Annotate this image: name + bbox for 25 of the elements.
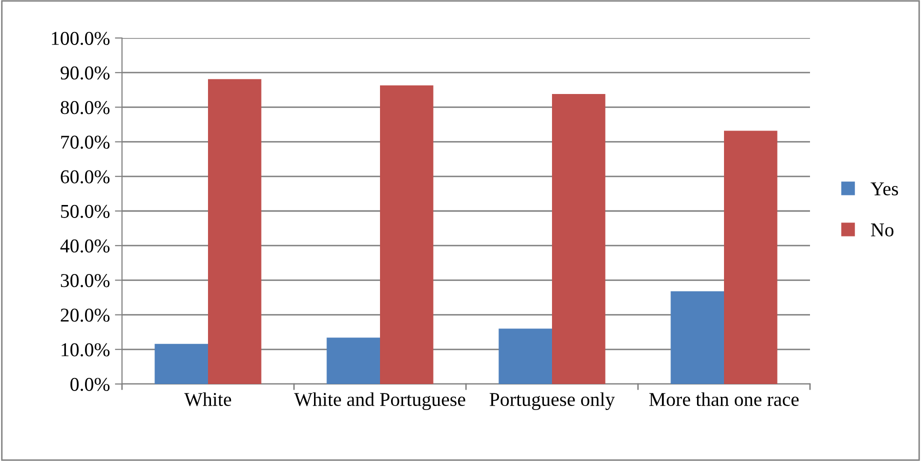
bar	[326, 338, 380, 384]
y-tick-label: 80.0%	[60, 101, 110, 114]
y-tick-label: 50.0%	[61, 204, 110, 218]
bar	[498, 328, 552, 384]
legend-label: No	[870, 224, 894, 236]
legend-label: Yes	[870, 182, 898, 196]
y-tick-label: 60.0%	[60, 170, 110, 184]
y-tick-label: 90.0%	[60, 66, 110, 80]
bar	[552, 94, 606, 384]
x-tick-label: Portuguese only	[490, 392, 615, 410]
y-tick-label: 40.0%	[60, 239, 110, 253]
y-tick-label: 0.0%	[70, 378, 110, 392]
y-tick-label: 30.0%	[60, 274, 110, 288]
x-tick-label: More than one race	[649, 392, 799, 406]
y-tick-label: 70.0%	[61, 136, 110, 149]
y-tick-label: 20.0%	[60, 308, 110, 322]
y-tick-label: 10.0%	[62, 343, 110, 356]
bar	[380, 85, 434, 384]
y-tick-label: 100.0%	[52, 32, 110, 46]
x-tick-label: White and Portuguese	[294, 392, 466, 410]
bar	[670, 291, 724, 384]
bar	[154, 344, 208, 384]
bar	[208, 79, 262, 384]
bar	[724, 130, 778, 384]
x-tick-label: White	[184, 392, 232, 406]
